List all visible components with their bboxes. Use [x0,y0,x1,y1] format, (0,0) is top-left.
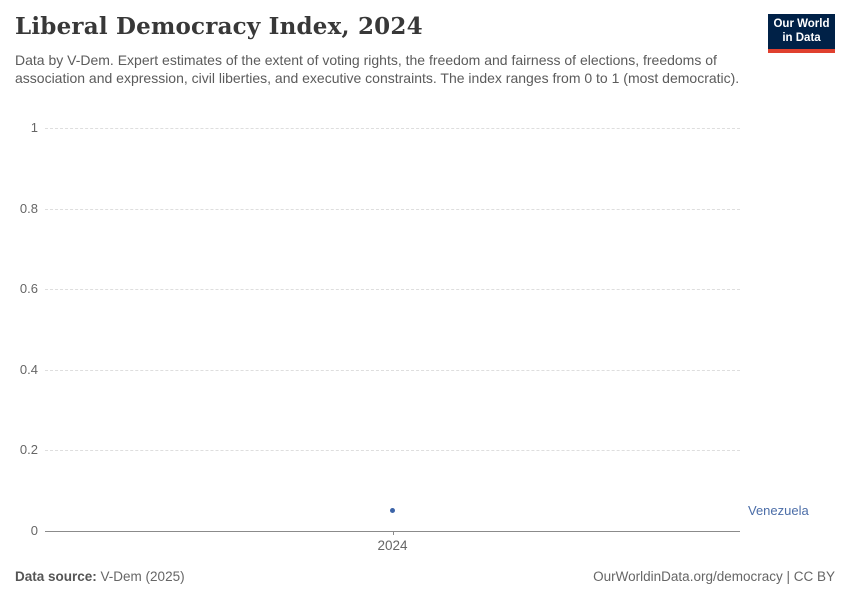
gridline [45,450,740,452]
gridline [45,128,740,129]
entity-label-venezuela[interactable]: Venezuela [748,502,809,518]
logo-line2: in Data [782,31,821,44]
data-point-venezuela[interactable] [390,508,395,514]
data-source-label: Data source: [15,569,97,584]
y-tick-label: 0.2 [19,442,38,458]
chart-subtitle: Data by V-Dem. Expert estimates of the e… [15,52,740,86]
gridline [45,369,740,371]
owid-logo[interactable]: Our World in Data [768,14,835,53]
page-title: Liberal Democracy Index, 2024 [15,13,423,40]
y-tick-label: 1 [30,120,38,135]
y-tick-label: 0.6 [19,281,38,297]
data-source-value: V-Dem (2025) [100,569,185,584]
y-tick-label: 0.4 [19,361,38,377]
chart-footer: Data source: V-Dem (2025) OurWorldinData… [15,568,835,585]
gridline [45,208,740,210]
y-tick-label: 0.8 [19,200,38,216]
y-tick-label: 0 [30,523,38,538]
logo-line1: Our World [773,18,830,30]
gridline [45,289,740,291]
x-tick-label: 2024 [377,538,408,553]
credit-link[interactable]: OurWorldinData.org/democracy | CC BY [593,569,835,584]
data-source: Data source: V-Dem (2025) [15,568,185,585]
x-axis-line [45,531,740,532]
x-axis-tick [392,531,394,535]
